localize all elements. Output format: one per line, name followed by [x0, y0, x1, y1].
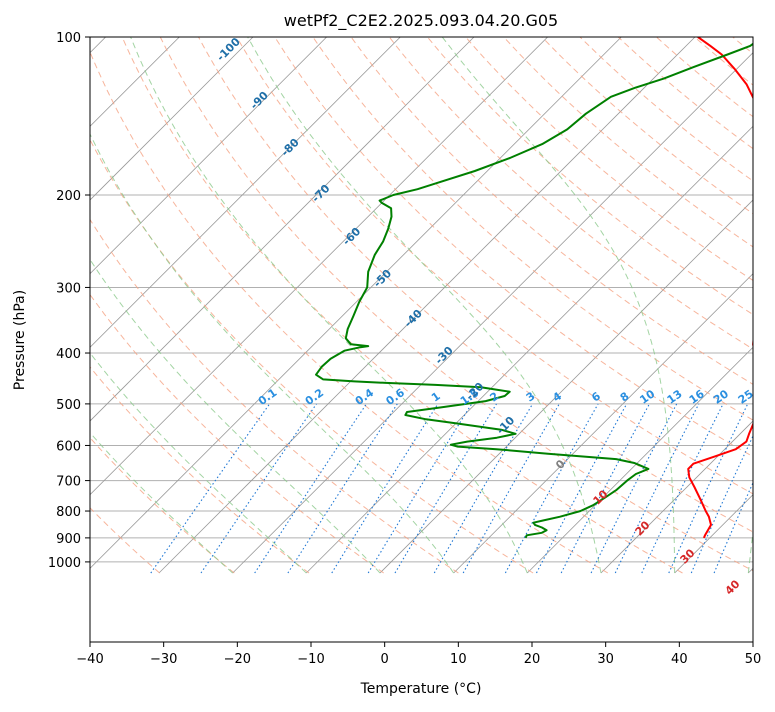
y-axis-label: Pressure (hPa) — [12, 290, 28, 390]
mixing-ratio-label: 0.4 — [353, 386, 377, 408]
isotherm-line — [12, 37, 548, 573]
dry-adiabat-line — [466, 37, 775, 573]
y-tick-label: 500 — [56, 398, 81, 413]
mixing-ratio-line — [201, 404, 317, 573]
x-tick-label: 50 — [745, 652, 762, 667]
x-axis-label: Temperature (°C) — [360, 681, 482, 697]
dry-adiabat-line — [771, 37, 775, 573]
mixing-ratio-line — [691, 404, 768, 573]
isotherm-label: -100 — [214, 35, 243, 64]
moist-adiabat-line — [0, 37, 380, 573]
dry-adiabat-line — [237, 37, 775, 573]
isotherm-label: 30 — [678, 546, 698, 566]
x-tick-label: 20 — [524, 652, 541, 667]
isotherm-label: -70 — [309, 182, 332, 205]
isotherm-label: 20 — [633, 518, 653, 538]
x-tick-label: −30 — [150, 652, 177, 667]
mixing-ratio-line — [537, 404, 627, 573]
x-tick-label: 40 — [671, 652, 688, 667]
mixing-ratio-label: 0.1 — [256, 386, 279, 408]
moist-adiabat-line — [748, 37, 775, 573]
mixing-ratio-line — [505, 404, 598, 573]
y-tick-label: 700 — [56, 475, 81, 490]
y-tick-label: 600 — [56, 439, 81, 454]
isotherm-line — [0, 37, 253, 573]
isotherm-line — [675, 37, 775, 573]
isotherm-line — [0, 37, 400, 573]
mixing-ratio-label: 0.6 — [384, 386, 408, 408]
plot-frame — [90, 37, 753, 642]
y-tick-label: 400 — [56, 347, 81, 362]
x-tick-label: 10 — [450, 652, 467, 667]
dry-adiabat-line — [0, 37, 234, 573]
y-tick-label: 800 — [56, 505, 81, 520]
mixing-ratio-label: 4 — [550, 389, 564, 404]
dry-adiabat-line — [0, 37, 10, 573]
x-tick-label: −40 — [76, 652, 103, 667]
isotherm-line — [380, 37, 775, 573]
mixing-ratio-line — [395, 404, 497, 573]
y-tick-label: 900 — [56, 532, 81, 547]
isotherm-line — [233, 37, 769, 573]
moist-adiabat-line — [442, 37, 674, 573]
mixing-ratio-line — [434, 404, 532, 573]
mixing-ratio-line — [255, 404, 367, 573]
mixing-ratio-line — [463, 404, 559, 573]
mixing-ratio-line — [561, 404, 649, 573]
y-tick-label: 1000 — [48, 556, 81, 571]
y-tick-label: 200 — [56, 189, 81, 204]
chart-title: wetPf2_C2E2.2025.093.04.20.G05 — [284, 11, 558, 31]
mixing-ratio-line — [288, 404, 397, 573]
isotherm-line — [85, 37, 621, 573]
moist-adiabat-line — [248, 37, 601, 573]
moist-adiabat-line — [0, 37, 233, 573]
mixing-ratio-line — [669, 404, 748, 573]
mixing-ratio-label: 0.2 — [303, 386, 326, 408]
isotherm-line — [0, 37, 474, 573]
y-tick-label: 300 — [56, 281, 81, 296]
dry-adiabat-line — [275, 37, 775, 573]
moist-adiabat-line — [0, 37, 306, 573]
mixing-ratio-line — [368, 404, 472, 573]
dry-adiabat-line — [84, 37, 608, 573]
x-tick-label: 0 — [381, 652, 389, 667]
isotherm-label: 40 — [723, 577, 743, 597]
dry-adiabat-line — [8, 37, 459, 573]
dry-adiabat-line — [0, 37, 309, 573]
dry-adiabat-line — [580, 37, 775, 573]
background-lines — [0, 37, 775, 573]
x-tick-label: 30 — [597, 652, 614, 667]
dry-adiabat-line — [695, 37, 775, 573]
isotherm-label: -60 — [340, 225, 363, 248]
x-tick-label: −20 — [224, 652, 251, 667]
x-tick-label: −10 — [297, 652, 324, 667]
isotherm-label: -90 — [248, 89, 271, 112]
mixing-ratio-line — [591, 404, 677, 573]
isotherm-label: -30 — [433, 344, 456, 367]
dry-adiabat-line — [542, 37, 775, 573]
mixing-ratio-label: 6 — [589, 389, 603, 404]
mixing-ratio-line — [151, 404, 270, 573]
y-tick-label: 100 — [56, 31, 81, 46]
isotherm-line — [748, 37, 775, 573]
isotherm-label-zero: 0 — [553, 457, 568, 472]
dry-adiabat-line — [656, 37, 775, 573]
isotherm-label: -50 — [371, 267, 394, 290]
isotherm-line — [159, 37, 695, 573]
dry-adiabat-line — [0, 37, 384, 573]
mixing-ratio-label: 1 — [429, 389, 443, 404]
